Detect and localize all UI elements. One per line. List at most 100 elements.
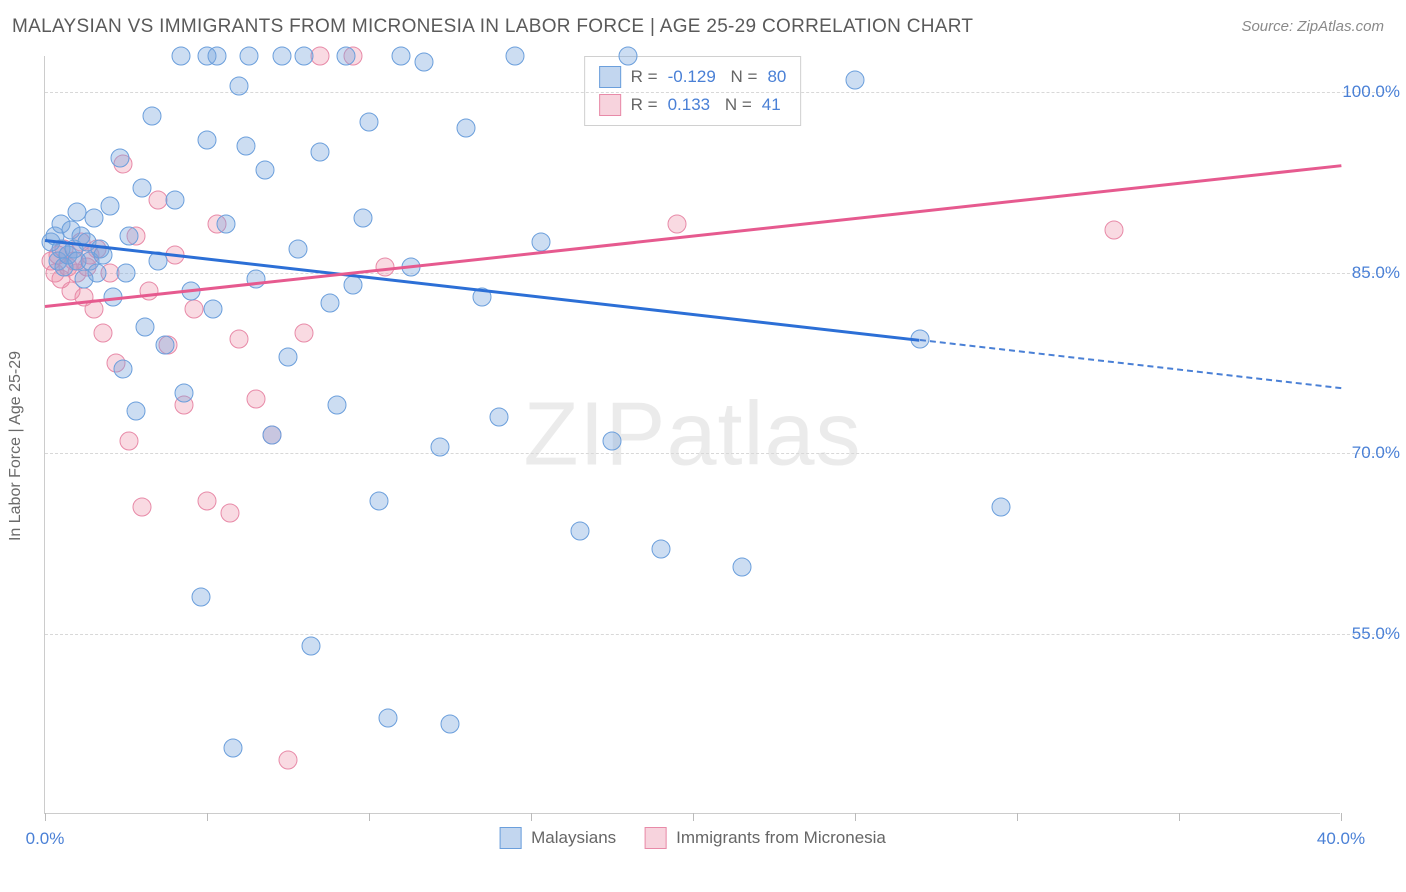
data-point xyxy=(230,329,249,348)
data-point xyxy=(619,47,638,66)
series-label-pink: Immigrants from Micronesia xyxy=(676,828,886,848)
data-point xyxy=(172,47,191,66)
x-tick xyxy=(531,813,532,821)
data-point xyxy=(117,263,136,282)
x-tick xyxy=(855,813,856,821)
n-value-pink: 41 xyxy=(762,91,781,119)
data-point xyxy=(531,233,550,252)
data-point xyxy=(441,714,460,733)
series-legend: Malaysians Immigrants from Micronesia xyxy=(499,827,886,849)
data-point xyxy=(457,119,476,138)
x-tick xyxy=(693,813,694,821)
data-point xyxy=(175,383,194,402)
chart-title: MALAYSIAN VS IMMIGRANTS FROM MICRONESIA … xyxy=(12,16,973,38)
data-point xyxy=(223,738,242,757)
trend-line xyxy=(45,164,1341,308)
y-tick-label: 70.0% xyxy=(1352,443,1400,463)
swatch-pink-icon xyxy=(644,827,666,849)
data-point xyxy=(415,53,434,72)
data-point xyxy=(991,498,1010,517)
data-point xyxy=(84,209,103,228)
data-point xyxy=(256,161,275,180)
trend-line xyxy=(920,339,1341,389)
data-point xyxy=(262,426,281,445)
x-tick xyxy=(369,813,370,821)
r-value-blue: -0.129 xyxy=(668,63,716,91)
data-point xyxy=(732,558,751,577)
x-tick xyxy=(1017,813,1018,821)
y-tick-label: 100.0% xyxy=(1342,82,1400,102)
data-point xyxy=(327,395,346,414)
data-point xyxy=(311,47,330,66)
x-tick-label: 40.0% xyxy=(1317,829,1365,849)
data-point xyxy=(337,47,356,66)
data-point xyxy=(379,708,398,727)
data-point xyxy=(431,438,450,457)
y-tick-label: 55.0% xyxy=(1352,624,1400,644)
data-point xyxy=(505,47,524,66)
data-point xyxy=(94,323,113,342)
y-axis-label: In Labor Force | Age 25-29 xyxy=(7,351,25,541)
x-tick xyxy=(1341,813,1342,821)
data-point xyxy=(220,504,239,523)
r-value-pink: 0.133 xyxy=(668,91,711,119)
data-point xyxy=(369,492,388,511)
data-point xyxy=(100,197,119,216)
correlation-legend: R = -0.129 N = 80 R = 0.133 N = 41 xyxy=(584,56,802,126)
y-tick-label: 85.0% xyxy=(1352,263,1400,283)
data-point xyxy=(155,335,174,354)
data-point xyxy=(236,137,255,156)
data-point xyxy=(87,263,106,282)
x-tick xyxy=(1179,813,1180,821)
data-point xyxy=(272,47,291,66)
data-point xyxy=(295,47,314,66)
swatch-pink-icon xyxy=(599,94,621,116)
data-point xyxy=(353,209,372,228)
data-point xyxy=(133,179,152,198)
data-point xyxy=(279,347,298,366)
data-point xyxy=(667,215,686,234)
grid-line xyxy=(45,634,1385,635)
data-point xyxy=(110,149,129,168)
data-point xyxy=(295,323,314,342)
data-point xyxy=(288,239,307,258)
data-point xyxy=(311,143,330,162)
watermark: ZIPatlas xyxy=(523,383,861,486)
data-point xyxy=(120,432,139,451)
data-point xyxy=(570,522,589,541)
data-point xyxy=(321,293,340,312)
source-attribution: Source: ZipAtlas.com xyxy=(1241,18,1384,35)
data-point xyxy=(230,77,249,96)
data-point xyxy=(120,227,139,246)
x-tick xyxy=(45,813,46,821)
data-point xyxy=(846,71,865,90)
data-point xyxy=(133,498,152,517)
data-point xyxy=(191,588,210,607)
data-point xyxy=(142,107,161,126)
data-point xyxy=(136,317,155,336)
data-point xyxy=(279,750,298,769)
data-point xyxy=(392,47,411,66)
data-point xyxy=(185,299,204,318)
series-label-blue: Malaysians xyxy=(531,828,616,848)
data-point xyxy=(207,47,226,66)
data-point xyxy=(240,47,259,66)
grid-line xyxy=(45,273,1385,274)
swatch-blue-icon xyxy=(499,827,521,849)
data-point xyxy=(360,113,379,132)
data-point xyxy=(217,215,236,234)
data-point xyxy=(489,407,508,426)
data-point xyxy=(301,636,320,655)
data-point xyxy=(198,131,217,150)
n-value-blue: 80 xyxy=(767,63,786,91)
grid-line xyxy=(45,453,1385,454)
data-point xyxy=(165,191,184,210)
data-point xyxy=(246,389,265,408)
x-tick xyxy=(207,813,208,821)
data-point xyxy=(603,432,622,451)
x-tick-label: 0.0% xyxy=(26,829,65,849)
data-point xyxy=(198,492,217,511)
data-point xyxy=(204,299,223,318)
scatter-plot: ZIPatlas R = -0.129 N = 80 R = 0.133 N =… xyxy=(44,56,1340,814)
data-point xyxy=(651,540,670,559)
